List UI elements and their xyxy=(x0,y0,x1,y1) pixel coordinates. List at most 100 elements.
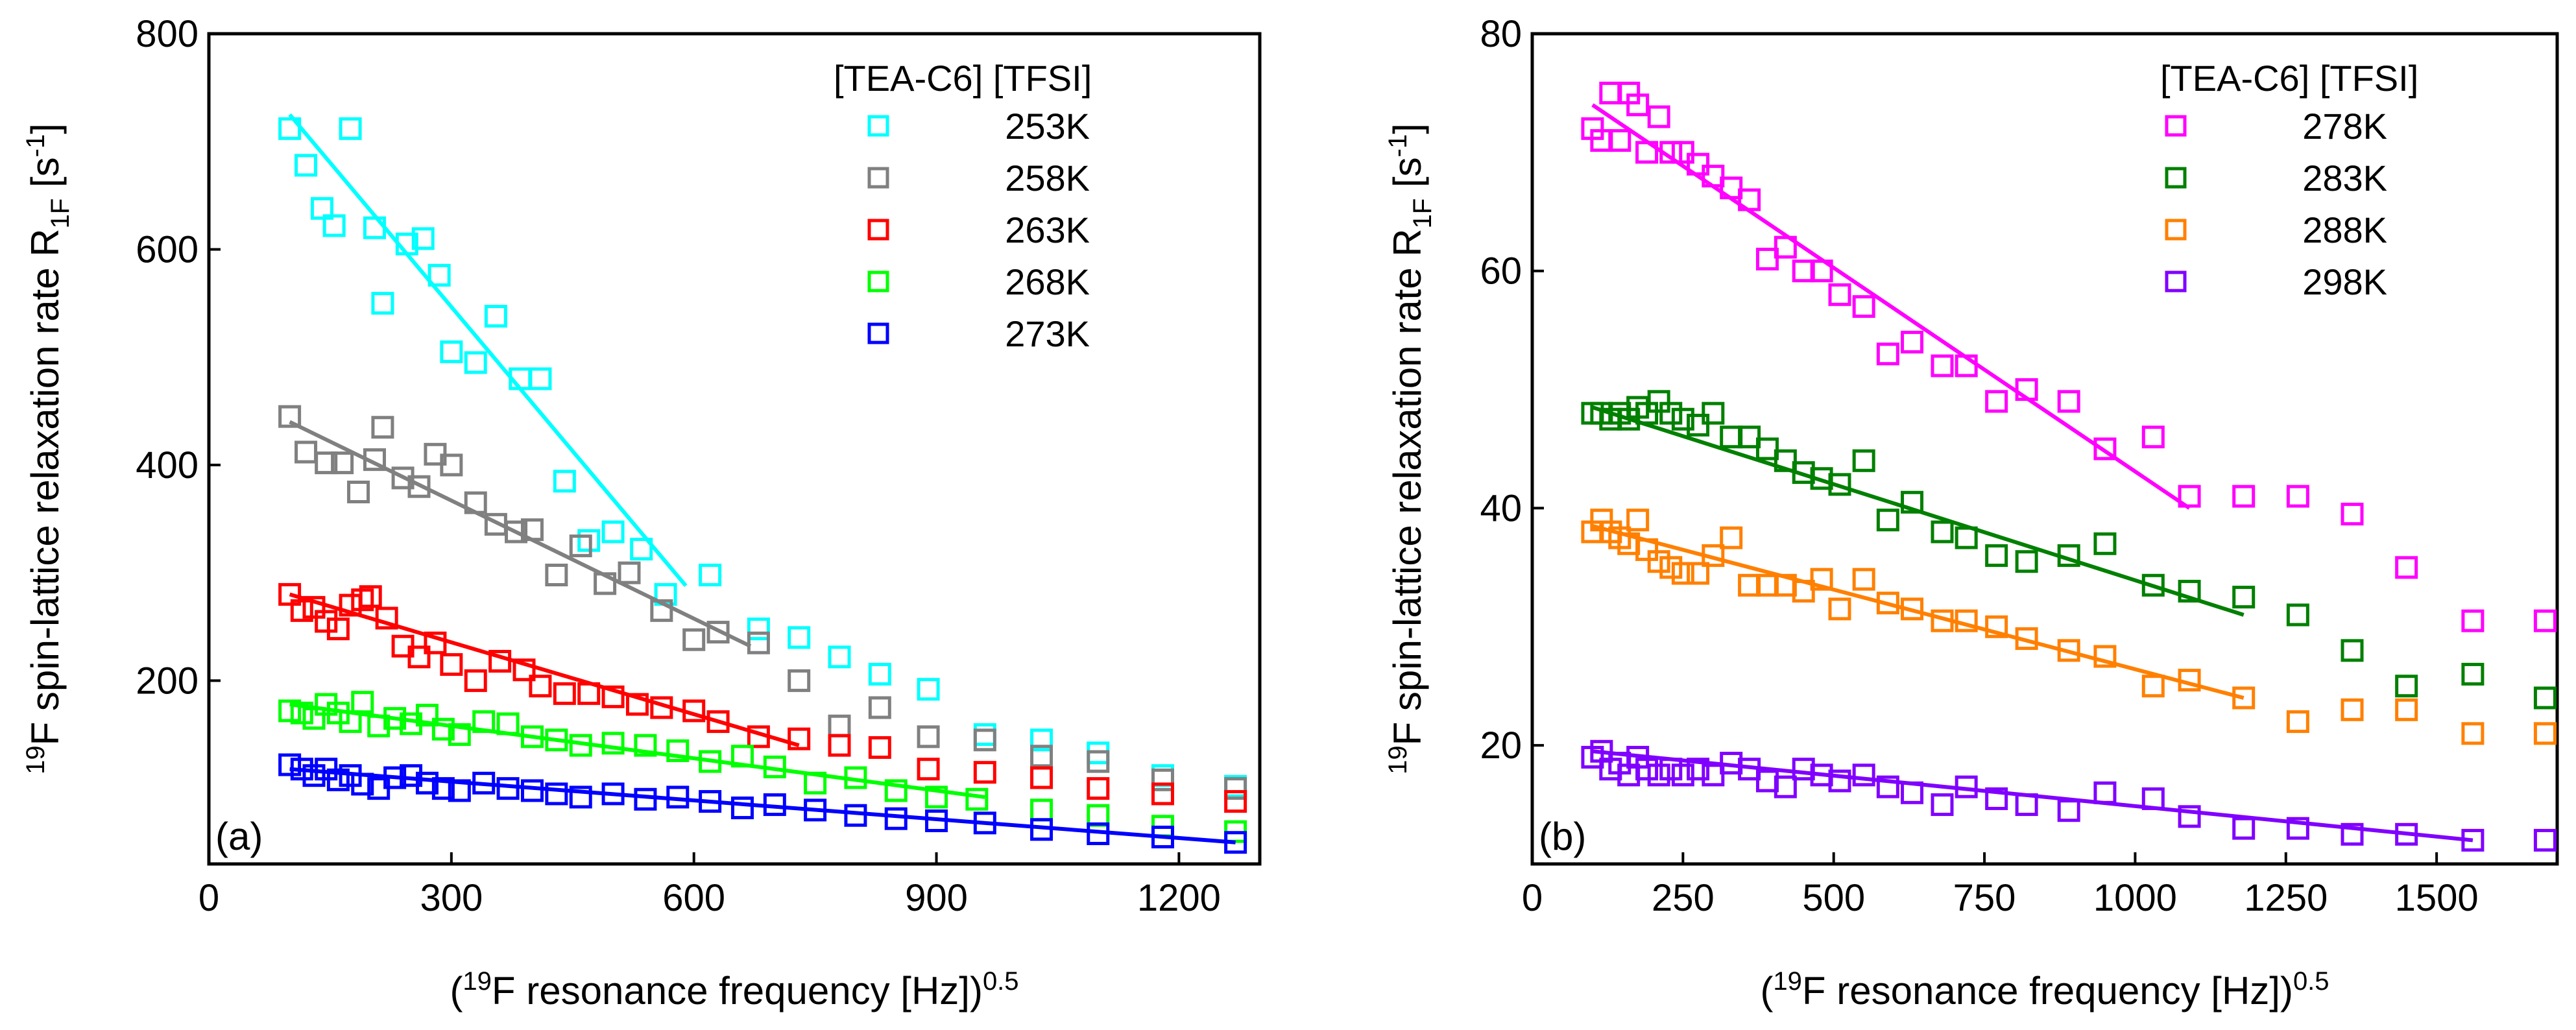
data-point xyxy=(371,292,394,315)
data-point xyxy=(917,678,940,701)
data-point xyxy=(1828,283,1851,306)
data-point xyxy=(496,777,520,800)
panel-a: 0 300 600 900 1200 200 400 600 800 (a) [TEA-C6] … xyxy=(21,13,1262,1012)
plot-frame-a xyxy=(207,32,1262,866)
data-point xyxy=(2015,793,2038,817)
data-point xyxy=(2395,675,2418,698)
data-point xyxy=(505,520,528,544)
data-point xyxy=(1738,188,1761,211)
data-point xyxy=(828,714,851,737)
y-label-close: ] xyxy=(23,123,67,134)
data-point xyxy=(529,675,552,698)
data-point xyxy=(1702,763,1725,787)
plot-frame-b xyxy=(1530,32,2559,866)
data-point xyxy=(788,669,811,692)
data-point xyxy=(1659,141,1683,164)
legend-marker-283K xyxy=(2165,167,2187,189)
data-point xyxy=(1852,763,1875,787)
data-point xyxy=(1151,782,1174,806)
legend-a: 253K 258K 263K 268K 273K xyxy=(867,106,1090,354)
data-point xyxy=(1876,342,1899,366)
data-point xyxy=(2141,787,2165,810)
data-point xyxy=(326,617,350,641)
data-point xyxy=(347,480,370,503)
y-tick-label: 600 xyxy=(136,228,199,270)
data-point xyxy=(2015,550,2038,573)
data-point xyxy=(431,777,455,800)
panel-label-b: (b) xyxy=(1539,815,1586,858)
data-point xyxy=(1755,247,1779,270)
x-tick-label: 900 xyxy=(905,877,968,919)
y-label-unit: [s xyxy=(1386,157,1429,198)
data-point xyxy=(400,764,423,787)
data-point xyxy=(1608,129,1631,152)
data-point xyxy=(1720,526,1743,549)
y-tick-label: 800 xyxy=(136,13,199,55)
data-point xyxy=(424,631,447,654)
data-point xyxy=(1030,798,1053,822)
data-point xyxy=(1087,777,1110,800)
data-point xyxy=(1087,804,1110,827)
y-label-sup-19: 19 xyxy=(21,745,50,774)
data-point xyxy=(351,772,374,796)
x-label-sup-19: 19 xyxy=(463,967,492,996)
data-point xyxy=(278,753,302,776)
data-point xyxy=(2341,822,2364,846)
data-point xyxy=(464,491,487,514)
data-point xyxy=(699,563,722,586)
data-point xyxy=(1087,750,1110,773)
data-point xyxy=(699,750,722,773)
data-point xyxy=(973,723,996,747)
legend-marker-278K xyxy=(2165,115,2187,137)
x-tick-label: 1000 xyxy=(2093,877,2177,919)
series-273K xyxy=(278,753,1247,854)
data-point xyxy=(520,725,544,749)
data-point xyxy=(630,538,653,561)
data-point xyxy=(1030,818,1053,841)
data-point xyxy=(1828,597,1851,621)
data-point xyxy=(1671,407,1694,431)
data-point xyxy=(1955,609,1978,632)
data-point xyxy=(828,645,851,669)
data-point xyxy=(383,766,407,789)
y-tick-label: 20 xyxy=(1480,725,1522,767)
data-point xyxy=(569,534,592,558)
x-label-open: ( xyxy=(1760,969,1773,1012)
data-point xyxy=(2178,579,2201,603)
data-point xyxy=(553,470,576,493)
data-point xyxy=(2395,822,2418,846)
data-point xyxy=(2178,669,2201,692)
x-label-sup-19: 19 xyxy=(1773,967,1802,996)
data-point xyxy=(1687,562,1710,585)
y-tick-label: 60 xyxy=(1480,250,1522,293)
x-tick-label: 1200 xyxy=(1137,877,1221,919)
data-point xyxy=(1985,615,2008,638)
data-point xyxy=(2286,485,2309,508)
data-point xyxy=(1955,526,1978,549)
data-point xyxy=(699,790,722,813)
data-point xyxy=(1626,509,1650,532)
y-label-unit: [s xyxy=(23,157,67,198)
data-point xyxy=(2057,639,2080,662)
data-point xyxy=(868,662,891,686)
data-point xyxy=(594,572,617,595)
x-axis-label-a: (19F resonance frequency [Hz])0.5 xyxy=(450,967,1018,1012)
data-point xyxy=(1931,520,1954,544)
data-point xyxy=(351,691,374,714)
data-point xyxy=(496,712,520,736)
data-point xyxy=(1810,568,1833,591)
data-point xyxy=(448,723,471,747)
data-point xyxy=(618,561,641,584)
data-point xyxy=(2286,710,2309,734)
data-point xyxy=(2178,485,2201,508)
data-point xyxy=(2286,603,2309,627)
data-point xyxy=(2232,485,2256,508)
data-point xyxy=(331,451,354,475)
data-point xyxy=(1828,473,1851,496)
x-label-sup-exp: 0.5 xyxy=(2293,967,2329,996)
data-point xyxy=(1687,152,1710,176)
data-point xyxy=(278,582,302,606)
data-point xyxy=(973,728,996,752)
data-point xyxy=(512,658,536,682)
data-point xyxy=(375,606,398,630)
